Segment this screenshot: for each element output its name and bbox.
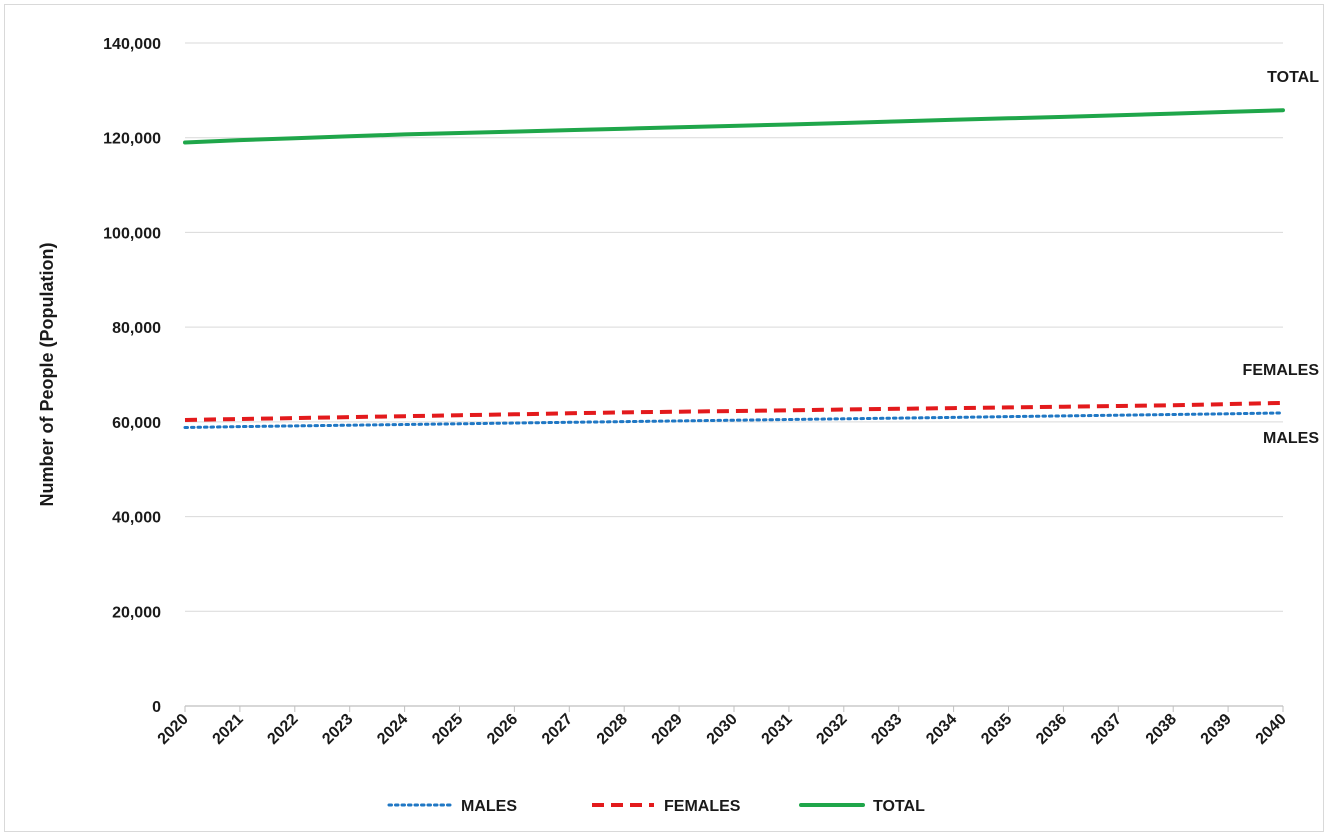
y-axis-label: Number of People (Population)	[37, 242, 57, 506]
chart-frame: 0 20,000 40,000 60,000 80,000 100,000 120,000 1…	[4, 4, 1324, 832]
x-tick-label: 2037	[1088, 711, 1125, 748]
x-tick-label: 2031	[759, 711, 796, 748]
legend-label-females: FEMALES	[664, 798, 741, 815]
series-line-females	[184, 400, 1284, 422]
x-tick-label: 2025	[429, 711, 466, 748]
series-line-total	[183, 108, 1285, 145]
gridlines	[185, 42, 1283, 612]
x-tick-label: 2028	[594, 711, 631, 748]
x-tick-label: 2040	[1253, 711, 1290, 748]
end-label-males: MALES	[1263, 430, 1319, 447]
end-label-females: FEMALES	[1243, 362, 1320, 379]
x-tick-label: 2020	[155, 711, 192, 748]
x-tick-label: 2039	[1198, 711, 1235, 748]
x-tick-label: 2027	[539, 711, 576, 748]
x-tick-label: 2024	[374, 711, 411, 748]
population-line-chart: 0 20,000 40,000 60,000 80,000 100,000 120,000 1…	[37, 36, 1320, 815]
end-labels: TOTAL FEMALES MALES	[1243, 69, 1320, 447]
x-axis: 2020 2021 2022 2023 2024 2025 2026 2027 2028 2029…	[155, 705, 1290, 748]
x-tick-label: 2021	[210, 711, 247, 748]
x-tick-label: 2022	[264, 711, 301, 748]
y-tick-label: 120,000	[103, 131, 161, 148]
x-tick-label: 2023	[319, 711, 356, 748]
end-label-total: TOTAL	[1267, 69, 1319, 86]
y-tick-label: 60,000	[112, 415, 161, 432]
x-tick-label: 2033	[868, 711, 905, 748]
x-tick-label: 2036	[1033, 711, 1070, 748]
legend: MALES FEMALES TOTAL	[387, 798, 925, 815]
legend-label-total: TOTAL	[873, 798, 925, 815]
x-tick-label: 2030	[704, 711, 741, 748]
y-tick-label: 20,000	[112, 604, 161, 621]
series-lines	[183, 108, 1285, 429]
y-tick-label: 100,000	[103, 225, 161, 242]
y-axis-ticks: 0 20,000 40,000 60,000 80,000 100,000 120,000 1…	[103, 36, 161, 716]
legend-label-males: MALES	[461, 798, 517, 815]
x-tick-label: 2026	[484, 711, 521, 748]
series-line-males	[183, 411, 1285, 429]
x-tick-label: 2035	[978, 711, 1015, 748]
x-tick-label: 2034	[923, 711, 960, 748]
x-tick-label: 2029	[649, 711, 686, 748]
y-tick-label: 40,000	[112, 510, 161, 527]
y-tick-label: 0	[152, 699, 161, 716]
x-tick-label: 2038	[1143, 711, 1180, 748]
x-tick-label: 2032	[813, 711, 850, 748]
y-tick-label: 140,000	[103, 36, 161, 53]
y-tick-label: 80,000	[112, 320, 161, 337]
